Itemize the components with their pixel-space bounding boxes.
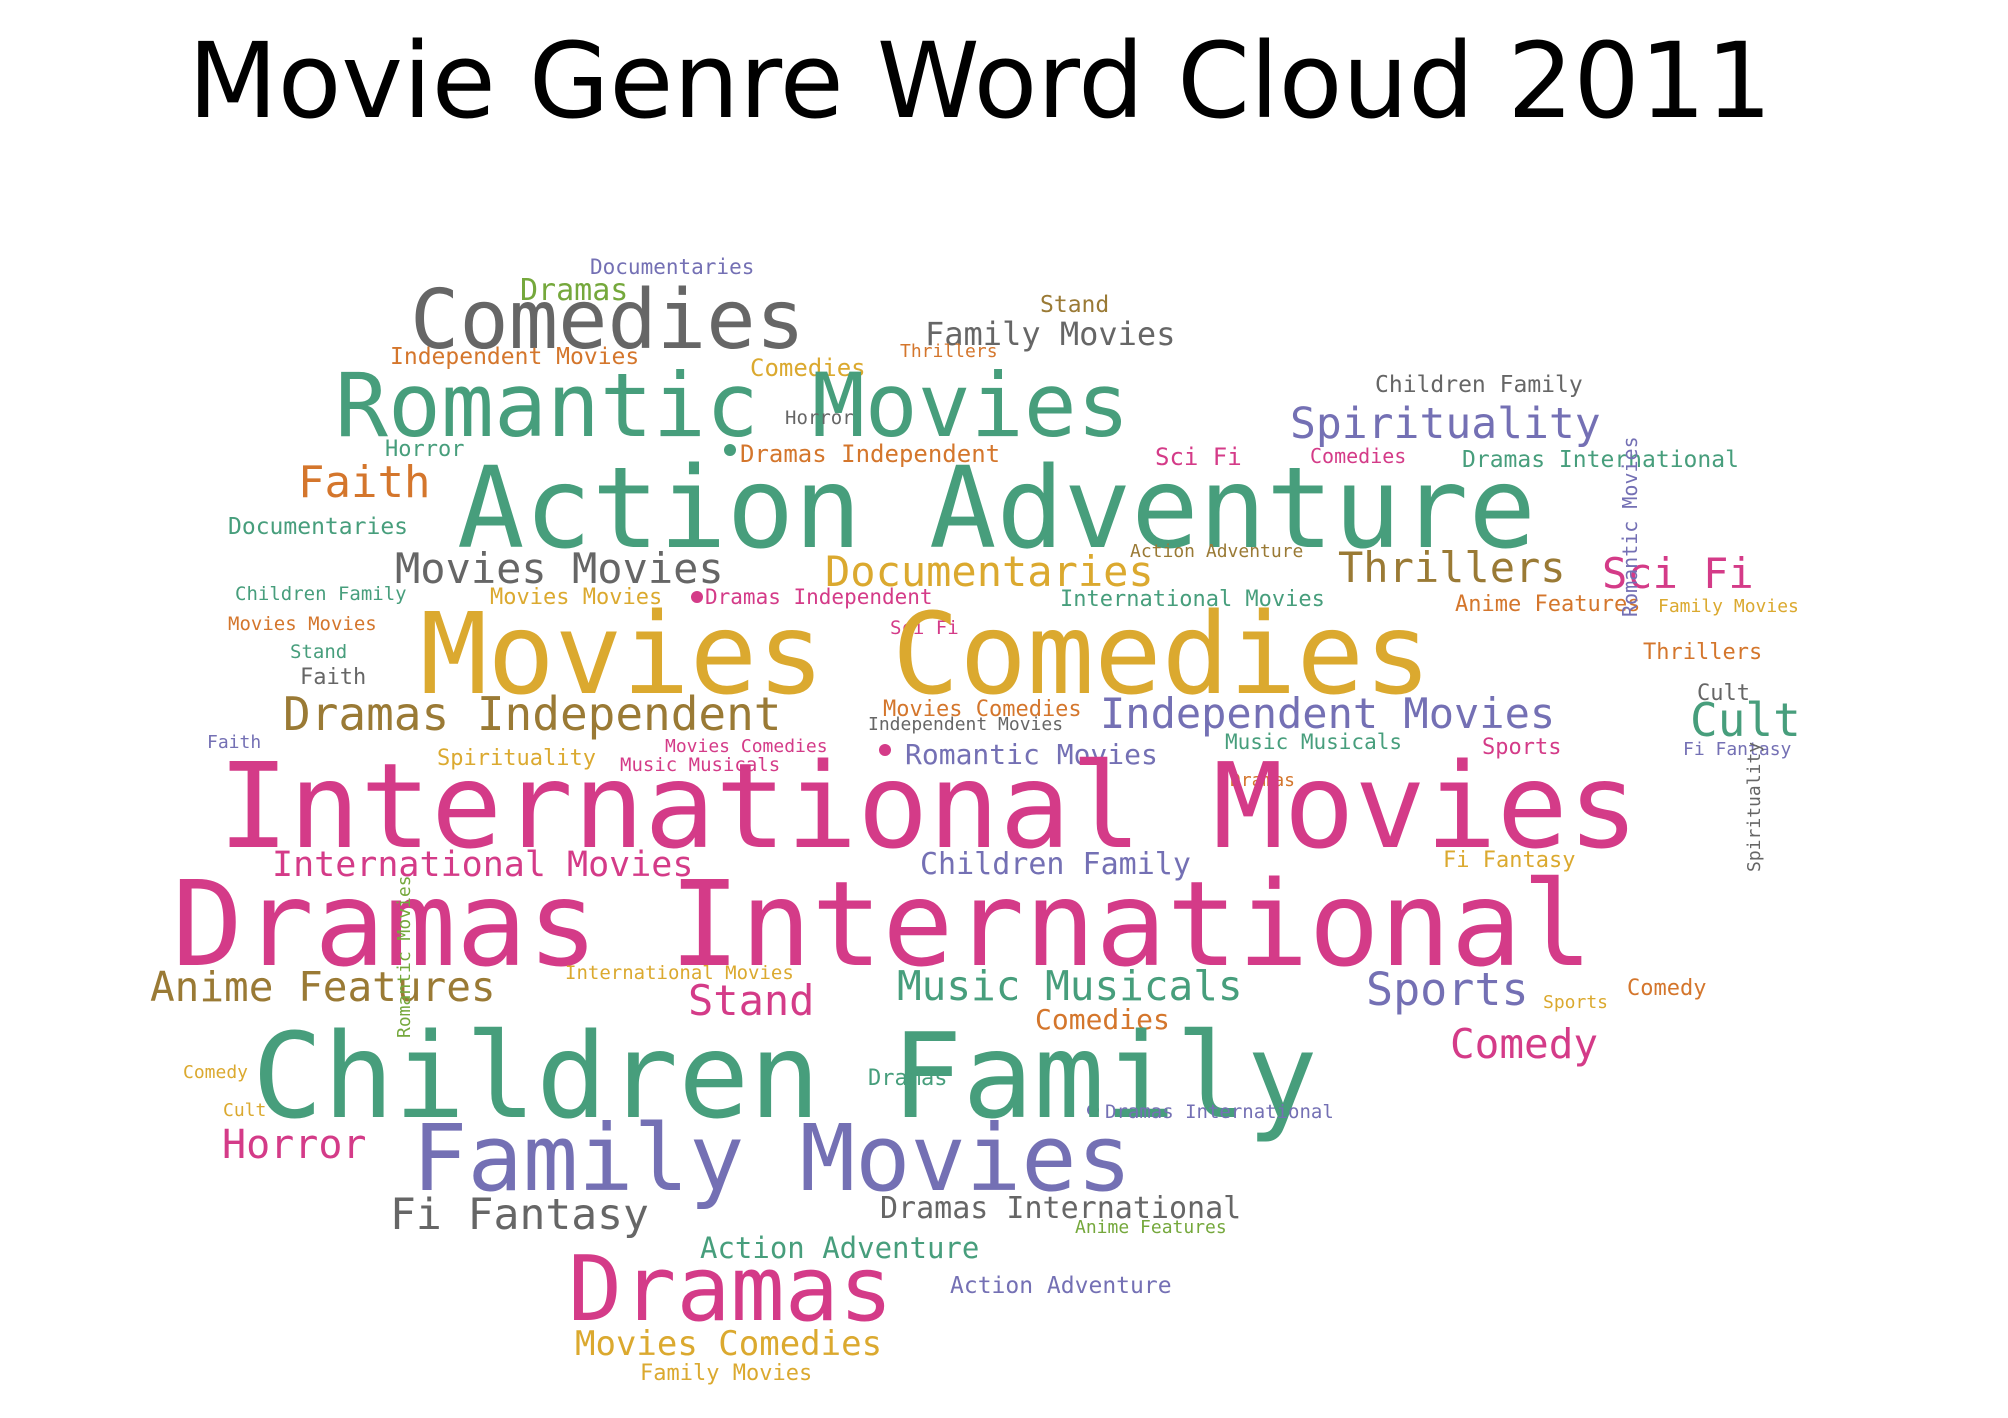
cloud-word: Dramas International bbox=[1105, 1101, 1334, 1123]
dot bbox=[879, 744, 891, 756]
cloud-word: Spirituality bbox=[1744, 742, 1765, 872]
cloud-word: Dramas International bbox=[1462, 447, 1739, 473]
cloud-word: Dramas International bbox=[172, 855, 1593, 993]
cloud-word: Stand bbox=[688, 976, 814, 1025]
dot bbox=[724, 444, 736, 456]
cloud-word: Anime Features bbox=[1455, 592, 1640, 617]
cloud-word: Comedies bbox=[750, 354, 866, 382]
cloud-word: Fi Fantasy bbox=[1683, 739, 1792, 760]
cloud-word: International Movies bbox=[272, 845, 693, 885]
cloud-word: Comedies bbox=[1035, 1003, 1170, 1036]
cloud-word: Children Family bbox=[920, 847, 1191, 882]
cloud-word: Action Adventure bbox=[457, 444, 1536, 574]
cloud-word: Cult bbox=[1697, 681, 1750, 706]
cloud-word: Children Family bbox=[1375, 372, 1583, 398]
cloud-word: Movies Comedies bbox=[883, 697, 1082, 722]
cloud-word: Comedy bbox=[1627, 976, 1706, 1001]
cloud-word: Anime Features bbox=[150, 963, 496, 1011]
cloud-word: Dramas Independent bbox=[283, 687, 782, 741]
cloud-word: Sports bbox=[1482, 735, 1561, 760]
cloud-word: Spirituality bbox=[1290, 399, 1601, 449]
cloud-word: Faith bbox=[300, 665, 366, 690]
cloud-word: International Movies bbox=[1060, 587, 1325, 612]
cloud-word: Family Movies bbox=[925, 315, 1175, 353]
cloud-word: Faith bbox=[207, 732, 261, 753]
cloud-word: Documentaries bbox=[590, 255, 754, 279]
cloud-word: Dramas bbox=[568, 1237, 893, 1342]
cloud-word: Anime Features bbox=[1075, 1217, 1227, 1238]
cloud-word: Sports bbox=[1366, 963, 1529, 1016]
cloud-word: Romantic Movies bbox=[394, 875, 415, 1038]
cloud-word: Romantic Movies bbox=[1618, 436, 1642, 617]
cloud-word: Sci Fi bbox=[1602, 549, 1754, 598]
cloud-word: Independent Movies bbox=[868, 714, 1063, 735]
cloud-word: Thrillers bbox=[1338, 543, 1566, 592]
cloud-word: Dramas Independent bbox=[740, 440, 1000, 468]
cloud-word: Cult bbox=[223, 1100, 266, 1121]
cloud-word: Dramas bbox=[868, 1066, 947, 1091]
cloud-word: Dramas International bbox=[880, 1191, 1241, 1226]
cloud-word: Spirituality bbox=[437, 746, 596, 771]
cloud-word: Family Movies bbox=[1658, 596, 1799, 617]
cloud-word: Fi Fantasy bbox=[1443, 848, 1575, 873]
cloud-word: Documentaries bbox=[825, 547, 1154, 596]
cloud-word: Horror bbox=[385, 437, 464, 462]
cloud-word: Music Musicals bbox=[897, 962, 1243, 1010]
cloud-word: Action Adventure bbox=[1130, 541, 1303, 562]
cloud-word: Fi Fantasy bbox=[390, 1190, 649, 1240]
cloud-word: Stand bbox=[290, 641, 347, 663]
cloud-word: International Movies bbox=[218, 737, 1639, 875]
cloud-word: Comedies bbox=[410, 273, 805, 368]
cloud-word: Cult bbox=[1690, 693, 1801, 747]
cloud-word: Comedies bbox=[1310, 444, 1406, 468]
chart-title: Movie Genre Word Cloud 2011 bbox=[187, 20, 1773, 142]
cloud-word: Independent Movies bbox=[390, 344, 639, 370]
dot bbox=[1087, 1104, 1099, 1116]
cloud-word: Comedy bbox=[183, 1062, 248, 1083]
cloud-word: Romantic Movies bbox=[905, 738, 1158, 771]
cloud-word: Movies Movies bbox=[490, 585, 662, 610]
cloud-word: Thrillers bbox=[1643, 640, 1762, 665]
cloud-word: Family Movies bbox=[412, 1105, 1132, 1212]
cloud-word: Dramas bbox=[520, 273, 628, 308]
cloud-word: Movies Comedies bbox=[575, 1324, 882, 1364]
cloud-word: Movies Comedies bbox=[420, 590, 1431, 720]
cloud-word: Documentaries bbox=[228, 514, 408, 540]
cloud-word: Stand bbox=[1040, 292, 1109, 318]
cloud-word: International Movies bbox=[565, 962, 794, 984]
cloud-word: Sci Fi bbox=[890, 617, 959, 639]
cloud-word: Children Family bbox=[235, 583, 407, 605]
cloud-word: Movies Comedies bbox=[665, 736, 828, 757]
cloud-word: Sports bbox=[1543, 992, 1608, 1013]
cloud-word: Horror bbox=[785, 407, 854, 429]
dot bbox=[691, 591, 703, 603]
cloud-word: Faith bbox=[298, 457, 430, 508]
cloud-word: Children Family bbox=[252, 1007, 1318, 1145]
cloud-word: Dramas Independent bbox=[705, 585, 933, 609]
cloud-word: Horror bbox=[222, 1122, 367, 1168]
cloud-word: Action Adventure bbox=[700, 1231, 979, 1265]
cloud-word: Independent Movies bbox=[1100, 689, 1555, 738]
cloud-word: Dramas bbox=[1230, 770, 1295, 791]
cloud-word: Movies Movies bbox=[395, 544, 724, 593]
cloud-word: Music Musicals bbox=[620, 754, 780, 776]
cloud-word: Movies Movies bbox=[228, 613, 377, 635]
cloud-word: Music Musicals bbox=[1225, 730, 1402, 754]
cloud-word: Thrillers bbox=[900, 341, 998, 362]
cloud-word: Action Adventure bbox=[950, 1273, 1172, 1299]
cloud-word: Romantic Movies bbox=[335, 354, 1130, 457]
cloud-word: Sci Fi bbox=[1155, 443, 1242, 471]
word-cloud-dots bbox=[691, 444, 1099, 1116]
cloud-word: Family Movies bbox=[640, 1361, 812, 1386]
cloud-word: Comedy bbox=[1450, 1020, 1598, 1068]
